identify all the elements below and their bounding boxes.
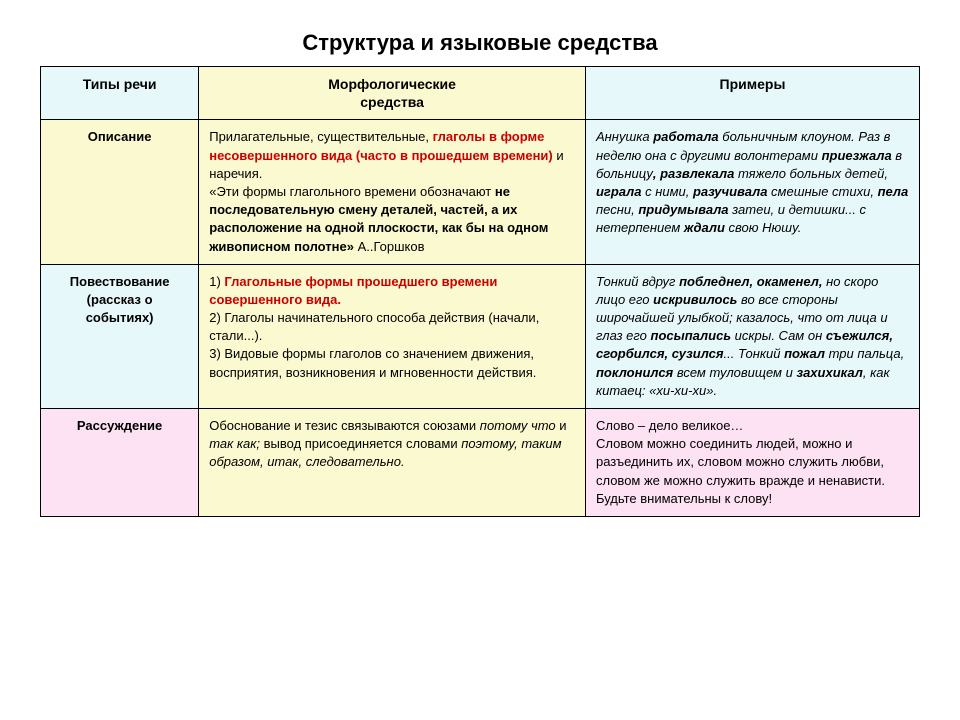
- page-title: Структура и языковые средства: [40, 30, 920, 56]
- header-examples: Примеры: [585, 67, 919, 120]
- header-means: Морфологическиесредства: [199, 67, 586, 120]
- row-means-cell: 1) Глагольные формы прошедшего времени с…: [199, 264, 586, 408]
- row-example-cell: Тонкий вдруг побледнел, окаменел, но ско…: [585, 264, 919, 408]
- main-table: Типы речи Морфологическиесредства Пример…: [40, 66, 920, 517]
- row-type-cell: Повествование(рассказ о событиях): [41, 264, 199, 408]
- table-row: Описание Прилагательные, существительные,…: [41, 120, 920, 264]
- row-type-sublabel: (рассказ о событиях): [51, 291, 188, 327]
- row-example-cell: Аннушка работала больничным клоуном. Раз…: [585, 120, 919, 264]
- header-means-text: Морфологическиесредства: [209, 75, 575, 111]
- row-means-cell: Обоснование и тезис связываются союзами …: [199, 409, 586, 517]
- table-row: Рассуждение Обоснование и тезис связывают…: [41, 409, 920, 517]
- table-body: Описание Прилагательные, существительные,…: [41, 120, 920, 517]
- row-type-label: Описание: [51, 128, 188, 146]
- row-type-label: Рассуждение: [51, 417, 188, 435]
- row-type-cell: Рассуждение: [41, 409, 199, 517]
- row-example-cell: Слово – дело великое…Словом можно соедин…: [585, 409, 919, 517]
- row-means-cell: Прилагательные, существительные, глаголы…: [199, 120, 586, 264]
- header-types: Типы речи: [41, 67, 199, 120]
- row-type-cell: Описание: [41, 120, 199, 264]
- header-row: Типы речи Морфологическиесредства Пример…: [41, 67, 920, 120]
- row-type-label: Повествование: [51, 273, 188, 291]
- table-row: Повествование(рассказ о событиях)1) Глаг…: [41, 264, 920, 408]
